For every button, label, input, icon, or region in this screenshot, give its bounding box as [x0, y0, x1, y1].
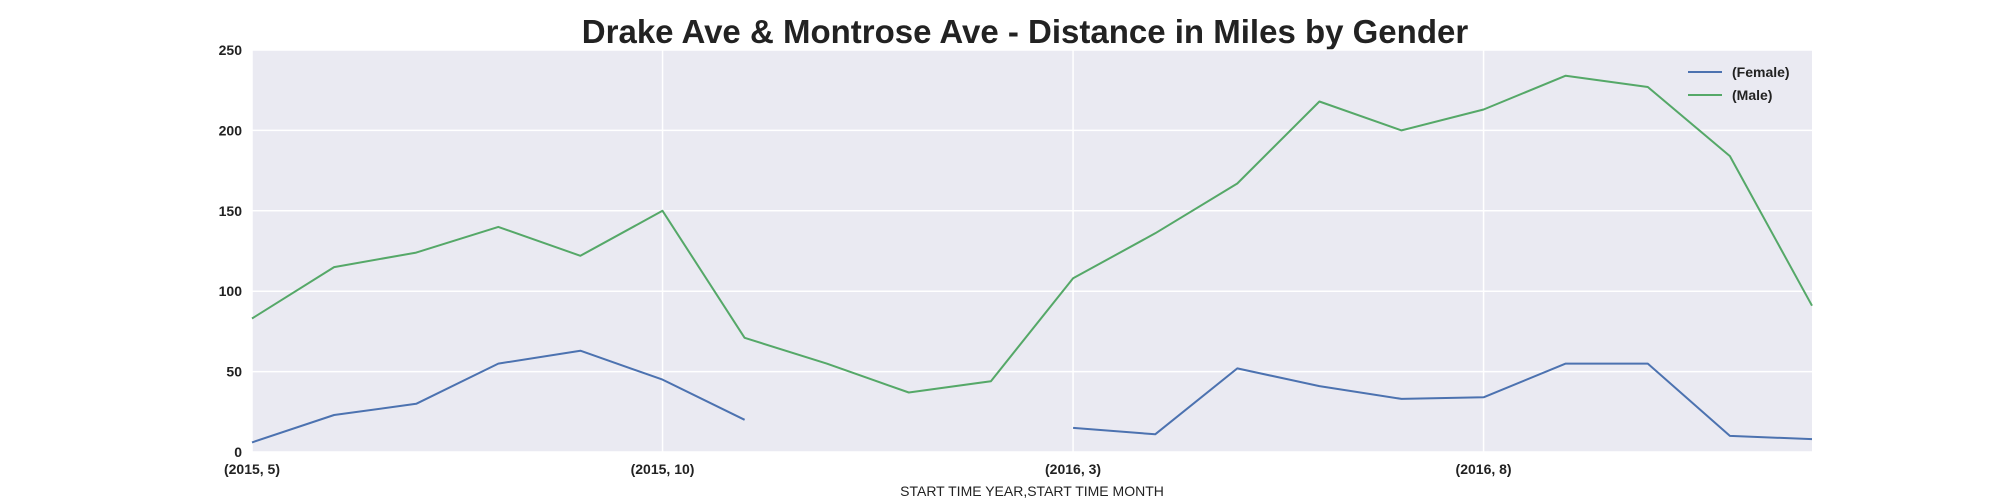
data-point-male	[1647, 86, 1649, 88]
x-axis-ticks: (2015, 5) (2015, 10) (2016, 3) (2016, 8)	[224, 461, 1512, 477]
series-line-female	[251, 349, 746, 444]
chart-title: Drake Ave & Montrose Ave - Distance in M…	[582, 13, 1469, 50]
data-point-female	[1318, 385, 1320, 387]
data-point-female	[1483, 396, 1485, 398]
data-point-male	[251, 318, 253, 320]
data-point-male	[1729, 155, 1731, 157]
y-tick-label: 100	[219, 283, 243, 299]
x-tick-label: (2015, 10)	[631, 461, 695, 477]
data-point-female	[1811, 438, 1813, 440]
x-tick-label: (2016, 8)	[1456, 461, 1512, 477]
data-point-female	[744, 419, 746, 421]
data-point-female	[333, 414, 335, 416]
data-point-male	[1072, 277, 1074, 279]
y-tick-label: 150	[219, 203, 243, 219]
data-point-male	[579, 255, 581, 257]
data-point-male	[1811, 305, 1813, 307]
y-tick-label: 0	[234, 444, 242, 460]
y-tick-label: 50	[226, 364, 242, 380]
legend-label: (Female)	[1732, 64, 1790, 80]
y-axis-ticks: 0 50 100 150 200 250	[219, 42, 243, 460]
data-point-female	[579, 350, 581, 352]
data-point-male	[1400, 129, 1402, 131]
data-point-female	[1565, 363, 1567, 365]
data-point-female	[662, 379, 664, 381]
data-point-female	[1154, 433, 1156, 435]
y-tick-label: 200	[219, 122, 243, 138]
data-point-male	[662, 210, 664, 212]
data-point-female	[1072, 427, 1074, 429]
data-point-female	[251, 441, 253, 443]
data-point-male	[497, 226, 499, 228]
data-point-female	[1647, 363, 1649, 365]
data-point-female	[415, 403, 417, 405]
data-point-male	[908, 392, 910, 394]
data-point-male	[826, 363, 828, 365]
data-point-female	[1236, 367, 1238, 369]
plot-area	[252, 50, 1812, 452]
y-tick-label: 250	[219, 42, 243, 58]
legend: (Female) (Male)	[1688, 64, 1790, 103]
legend-label: (Male)	[1732, 87, 1772, 103]
series-line-female	[1073, 362, 1813, 441]
data-point-female	[497, 363, 499, 365]
data-point-male	[990, 380, 992, 382]
x-tick-label: (2016, 3)	[1045, 461, 1101, 477]
data-point-male	[1154, 232, 1156, 234]
series-line-male	[251, 74, 1813, 394]
data-point-female	[1729, 435, 1731, 437]
data-point-male	[415, 252, 417, 254]
data-point-male	[1565, 75, 1567, 77]
data-point-male	[744, 337, 746, 339]
x-axis-label: START TIME YEAR,START TIME MONTH	[900, 483, 1164, 499]
data-point-female	[1400, 398, 1402, 400]
data-point-male	[1483, 108, 1485, 110]
series-lines	[251, 74, 1813, 444]
grid-lines	[251, 49, 1812, 453]
data-point-male	[333, 266, 335, 268]
x-tick-label: (2015, 5)	[224, 461, 280, 477]
data-point-male	[1236, 182, 1238, 184]
data-point-male	[1318, 100, 1320, 102]
